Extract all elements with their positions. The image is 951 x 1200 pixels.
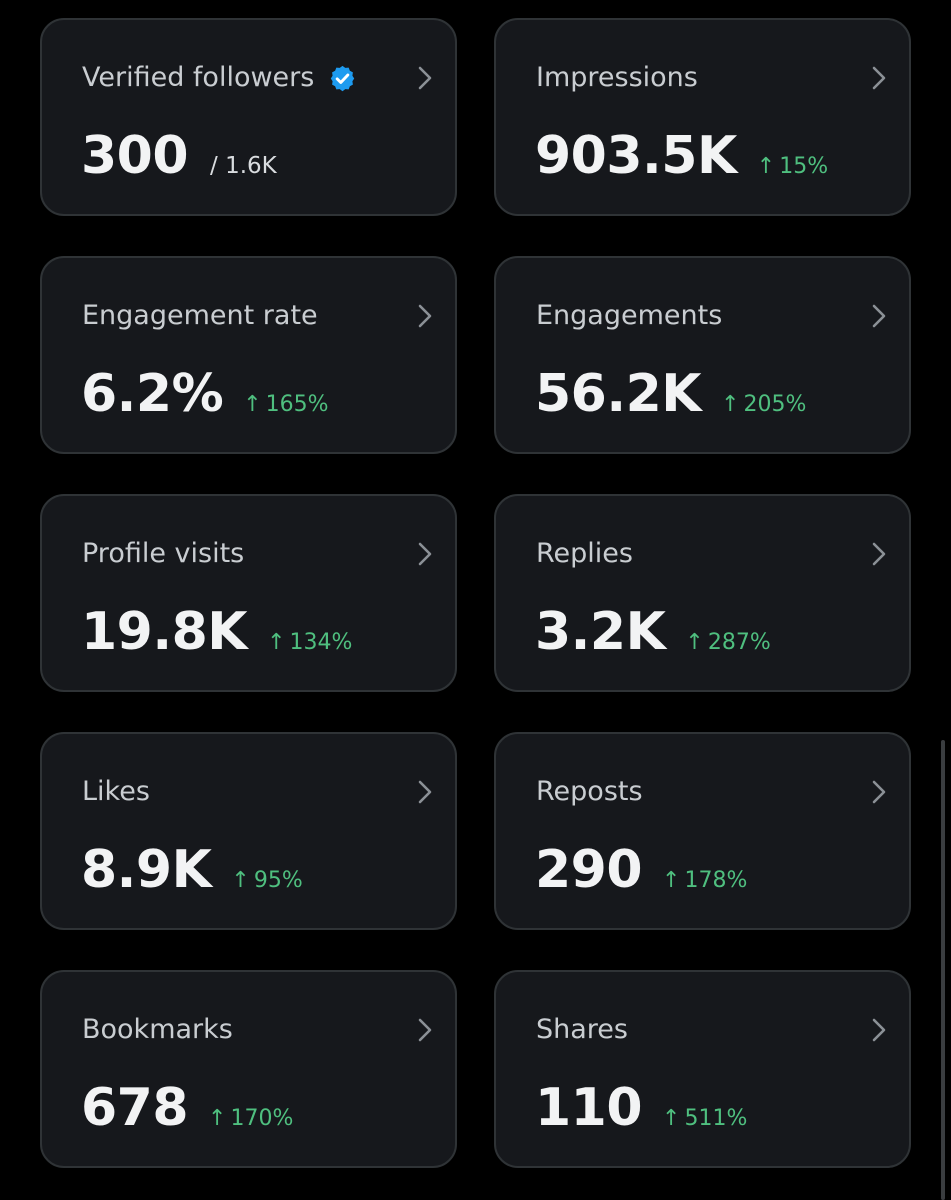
value-row: 110 ↑ 511% bbox=[535, 1076, 747, 1140]
arrow-up-icon: ↑ bbox=[685, 630, 704, 655]
metric-change-value: 178% bbox=[684, 868, 748, 893]
value-row: 903.5K ↑ 15% bbox=[535, 124, 828, 188]
value-row: 19.8K ↑ 134% bbox=[81, 600, 352, 664]
metric-change-value: 287% bbox=[707, 630, 771, 655]
chevron-right-icon bbox=[872, 304, 886, 328]
metric-value: 903.5K bbox=[535, 126, 737, 186]
card-replies[interactable]: Replies 3.2K ↑ 287% bbox=[494, 494, 911, 692]
arrow-up-icon: ↑ bbox=[662, 868, 681, 893]
card-title-label: Reposts bbox=[536, 776, 643, 807]
card-verified-followers[interactable]: Verified followers 300 / 1.6K bbox=[40, 18, 457, 216]
card-shares[interactable]: Shares 110 ↑ 511% bbox=[494, 970, 911, 1168]
metric-value: 56.2K bbox=[535, 364, 702, 424]
metric-change-value: 170% bbox=[230, 1106, 294, 1131]
value-row: 678 ↑ 170% bbox=[81, 1076, 293, 1140]
arrow-up-icon: ↑ bbox=[756, 154, 776, 179]
card-title: Reposts bbox=[536, 774, 643, 810]
metric-change: ↑ 287% bbox=[685, 630, 770, 655]
card-title-label: Engagement rate bbox=[82, 300, 318, 331]
metric-value: 110 bbox=[535, 1078, 643, 1138]
metric-change: ↑ 205% bbox=[721, 392, 806, 417]
chevron-right-icon bbox=[872, 66, 886, 90]
card-profile-visits[interactable]: Profile visits 19.8K ↑ 134% bbox=[40, 494, 457, 692]
card-title-label: Shares bbox=[536, 1014, 628, 1045]
card-title-label: Engagements bbox=[536, 300, 723, 331]
metric-change-value: 511% bbox=[684, 1106, 748, 1131]
value-row: 300 / 1.6K bbox=[81, 124, 277, 188]
value-row: 290 ↑ 178% bbox=[535, 838, 747, 902]
card-title: Shares bbox=[536, 1012, 628, 1048]
card-bookmarks[interactable]: Bookmarks 678 ↑ 170% bbox=[40, 970, 457, 1168]
card-title-label: Bookmarks bbox=[82, 1014, 233, 1045]
value-row: 56.2K ↑ 205% bbox=[535, 362, 806, 426]
metric-value: 8.9K bbox=[81, 840, 212, 900]
card-reposts[interactable]: Reposts 290 ↑ 178% bbox=[494, 732, 911, 930]
chevron-right-icon bbox=[418, 1018, 432, 1042]
metric-total: / 1.6K bbox=[210, 153, 277, 179]
arrow-up-icon: ↑ bbox=[267, 630, 286, 655]
card-title: Verified followers bbox=[82, 60, 357, 96]
card-title: Likes bbox=[82, 774, 150, 810]
value-row: 6.2% ↑ 165% bbox=[81, 362, 329, 426]
metric-change: ↑ 95% bbox=[231, 868, 302, 893]
card-title-label: Replies bbox=[536, 538, 633, 569]
chevron-right-icon bbox=[418, 780, 432, 804]
metric-change: ↑ 170% bbox=[208, 1106, 293, 1131]
value-row: 8.9K ↑ 95% bbox=[81, 838, 303, 902]
chevron-right-icon bbox=[872, 542, 886, 566]
card-title-label: Verified followers bbox=[82, 62, 315, 93]
metric-value: 300 bbox=[81, 126, 189, 186]
arrow-up-icon: ↑ bbox=[243, 392, 262, 417]
card-title: Bookmarks bbox=[82, 1012, 233, 1048]
metric-change-value: 165% bbox=[265, 392, 329, 417]
card-engagements[interactable]: Engagements 56.2K ↑ 205% bbox=[494, 256, 911, 454]
metric-change: ↑ 134% bbox=[267, 630, 352, 655]
card-title-label: Likes bbox=[82, 776, 150, 807]
metric-value: 19.8K bbox=[81, 602, 248, 662]
card-title-label: Impressions bbox=[536, 62, 698, 93]
metric-change: ↑ 178% bbox=[662, 868, 747, 893]
value-row: 3.2K ↑ 287% bbox=[535, 600, 771, 664]
metric-change-value: 205% bbox=[743, 392, 807, 417]
card-title: Profile visits bbox=[82, 536, 244, 572]
metric-change-value: 134% bbox=[289, 630, 353, 655]
card-title: Replies bbox=[536, 536, 633, 572]
metric-change: ↑ 15% bbox=[757, 154, 828, 179]
arrow-up-icon: ↑ bbox=[662, 1106, 681, 1131]
chevron-right-icon bbox=[418, 542, 432, 566]
arrow-up-icon: ↑ bbox=[208, 1106, 227, 1131]
chevron-right-icon bbox=[872, 1018, 886, 1042]
metric-value: 678 bbox=[81, 1078, 189, 1138]
card-title: Engagements bbox=[536, 298, 722, 334]
card-likes[interactable]: Likes 8.9K ↑ 95% bbox=[40, 732, 457, 930]
metric-change: ↑ 511% bbox=[662, 1106, 747, 1131]
metric-value: 290 bbox=[535, 840, 643, 900]
analytics-metrics-grid: Verified followers 300 / 1.6K Impression… bbox=[40, 18, 911, 1168]
card-impressions[interactable]: Impressions 903.5K ↑ 15% bbox=[494, 18, 911, 216]
chevron-right-icon bbox=[418, 304, 432, 328]
card-title-label: Profile visits bbox=[82, 538, 245, 569]
metric-change: ↑ 165% bbox=[243, 392, 328, 417]
card-title: Engagement rate bbox=[82, 298, 318, 334]
verified-badge-icon bbox=[331, 65, 355, 91]
metric-value: 3.2K bbox=[535, 602, 666, 662]
chevron-right-icon bbox=[872, 780, 886, 804]
chevron-right-icon bbox=[418, 66, 432, 90]
arrow-up-icon: ↑ bbox=[231, 868, 250, 893]
card-engagement-rate[interactable]: Engagement rate 6.2% ↑ 165% bbox=[40, 256, 457, 454]
metric-change-value: 15% bbox=[779, 154, 829, 179]
scrollbar[interactable] bbox=[941, 740, 945, 1200]
arrow-up-icon: ↑ bbox=[721, 392, 740, 417]
card-title: Impressions bbox=[536, 60, 698, 96]
metric-value: 6.2% bbox=[81, 364, 224, 424]
metric-change-value: 95% bbox=[253, 868, 303, 893]
